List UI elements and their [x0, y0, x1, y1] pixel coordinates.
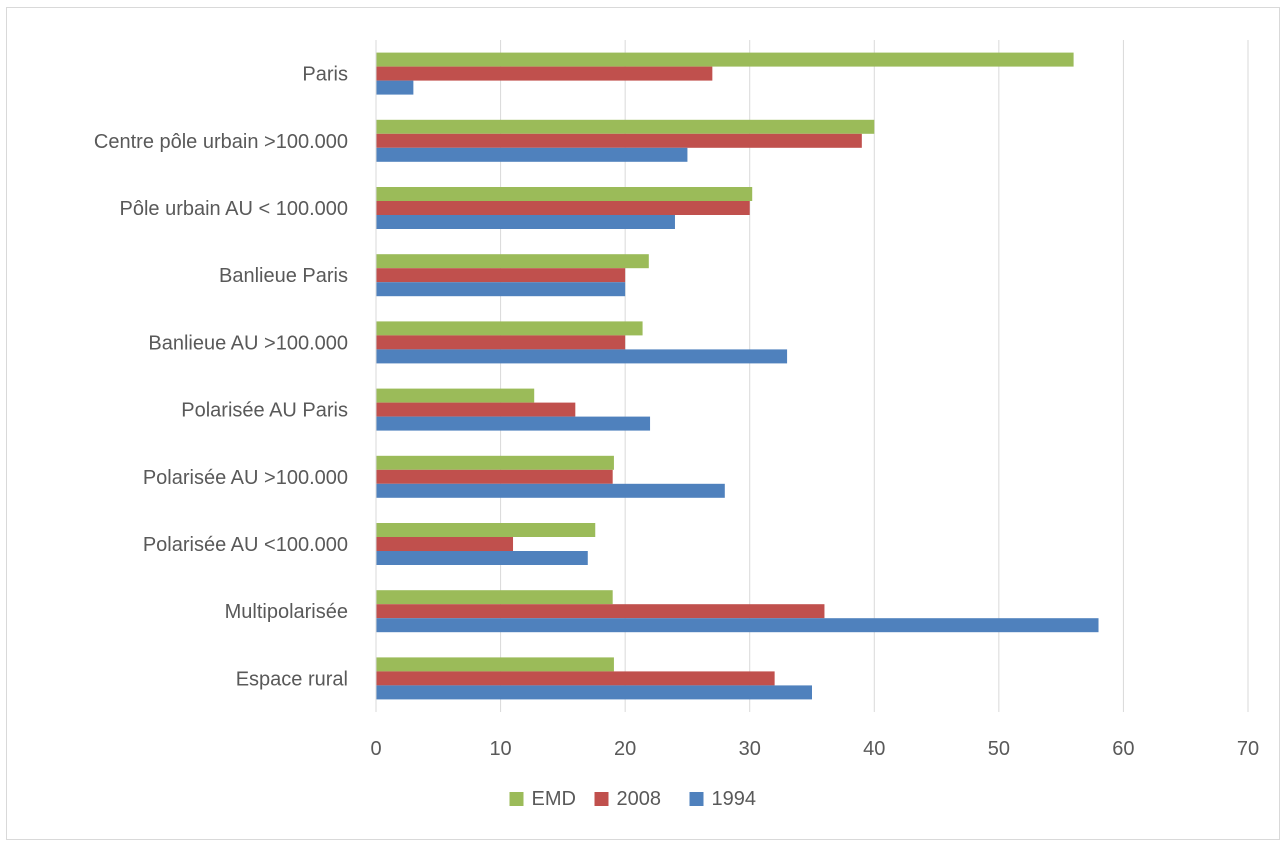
bar-1994: [376, 349, 788, 364]
bar-emd: [376, 590, 613, 605]
category-label: Polarisée AU <100.000: [143, 534, 348, 556]
bars: [376, 52, 1099, 700]
legend-swatch-1994: [689, 792, 704, 806]
bar-emd: [376, 455, 614, 470]
legend-swatch-emd: [509, 792, 524, 806]
bar-2008: [376, 537, 514, 551]
bar-1994: [376, 215, 675, 229]
bar-1994: [376, 147, 688, 162]
bar-2008: [376, 201, 750, 215]
bar-emd: [376, 254, 649, 269]
bar-emd: [376, 388, 535, 403]
bar-2008: [376, 66, 713, 81]
bar-emd: [376, 119, 875, 134]
bar-emd: [376, 523, 596, 537]
category-label: Centre pôle urbain >100.000: [94, 131, 348, 153]
x-tick-label: 50: [988, 738, 1010, 760]
bar-1994: [376, 685, 812, 700]
category-label: Banlieue Paris: [219, 265, 348, 287]
category-label: Espace rural: [236, 668, 348, 690]
bar-2008: [376, 335, 626, 350]
x-tick-labels: 0 10 20 30 40 50 60 70: [370, 738, 1259, 760]
bar-1994: [376, 416, 651, 431]
bar-2008: [376, 268, 626, 283]
category-label: Banlieue AU >100.000: [148, 332, 348, 354]
category-label: Pôle urbain AU < 100.000: [119, 198, 348, 220]
legend-label-1994: 1994: [712, 788, 757, 810]
legend-swatch-2008: [594, 792, 609, 806]
legend-label-2008: 2008: [617, 788, 662, 810]
x-tick-label: 30: [739, 738, 761, 760]
bar-2008: [376, 133, 862, 148]
category-label: Paris: [302, 64, 348, 86]
bar-1994: [376, 618, 1099, 633]
bar-1994: [376, 483, 725, 498]
bar-1994: [376, 551, 588, 565]
category-label: Polarisée AU >100.000: [143, 467, 348, 489]
x-tick-label: 40: [863, 738, 885, 760]
category-label: Polarisée AU Paris: [181, 400, 348, 422]
legend: EMD 2008 1994: [509, 788, 757, 810]
x-tick-label: 60: [1112, 738, 1134, 760]
bar-emd: [376, 657, 614, 672]
category-labels: Paris Centre pôle urbain >100.000 Pôle urb…: [94, 64, 348, 691]
bar-emd: [376, 321, 643, 336]
bar-1994: [376, 282, 626, 297]
x-tick-label: 70: [1237, 738, 1259, 760]
bar-emd: [376, 52, 1074, 67]
x-tick-label: 20: [614, 738, 636, 760]
legend-label-emd: EMD: [532, 788, 576, 810]
x-tick-label: 0: [370, 738, 381, 760]
bar-2008: [376, 469, 613, 484]
bar-2008: [376, 671, 775, 686]
x-tick-label: 10: [489, 738, 511, 760]
bar-1994: [376, 80, 414, 95]
bar-2008: [376, 402, 576, 417]
bar-emd: [376, 187, 753, 201]
bar-2008: [376, 604, 825, 619]
category-label: Multipolarisée: [225, 601, 348, 623]
